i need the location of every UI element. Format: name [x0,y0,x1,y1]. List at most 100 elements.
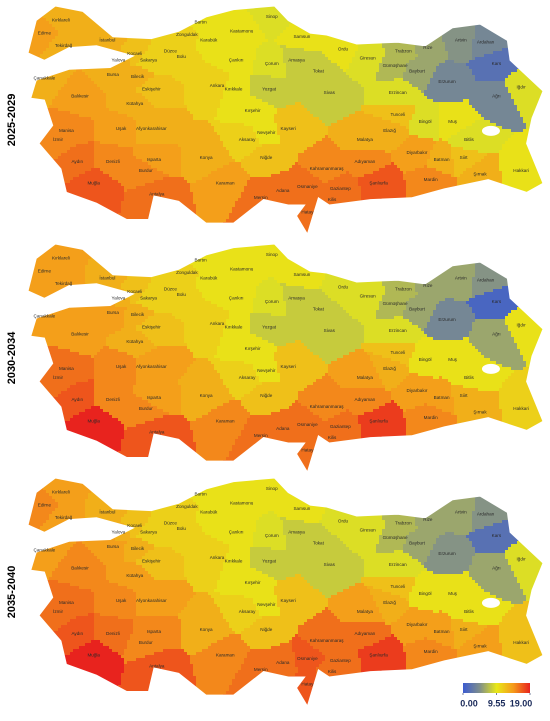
province-label: Muş [448,357,457,362]
province-label: Trabzon [395,520,412,525]
province [280,283,316,319]
province-label: Nevşehir [257,602,276,607]
province [427,138,454,177]
province-label: Trabzon [395,48,412,53]
province-label: Muş [448,119,457,124]
province-label: Samsun [293,272,310,277]
province-label: Şırnak [473,172,487,177]
province-label: Hakkari [513,406,529,411]
province-label: Bilecik [131,74,145,79]
province-label: İstanbul [99,509,115,515]
province [94,346,136,385]
province-label: Kırşehir [245,108,261,113]
colorbar-label: 0.00 [460,698,478,708]
province [82,298,127,337]
province-label: Tunceli [390,584,405,589]
province [367,114,409,153]
province-label: Giresun [360,528,377,533]
province [361,343,415,367]
province-label: Eskişehir [142,324,161,329]
province-label: Kırıkkale [225,86,243,91]
period-label: 2035-2040 [6,566,18,619]
map-panel: 2030-2034 Kırklareli Edirne Tekirdağ İstanbu… [6,243,544,474]
period-label: 2025-2029 [6,94,18,147]
province [166,45,208,84]
province-label: Adıyaman [355,631,376,636]
province [253,511,286,550]
province-label: Ankara [210,321,225,326]
province-label: Karaman [216,419,235,424]
province-label: Kırşehir [245,346,261,351]
province [376,292,406,319]
province-label: Çanakkale [34,314,56,319]
province-label: Diyarbakır [407,622,428,627]
province-label: Rize [423,283,433,288]
province-label: Aksaray [239,609,256,614]
province-label: Amasya [288,58,305,63]
province-label: Adana [276,426,290,431]
lake-van [481,125,500,136]
province-label: Sakarya [140,58,157,63]
province [211,45,256,75]
province [196,499,229,535]
province-label: Konya [200,627,213,632]
province-label: Bingöl [419,119,432,124]
province-label: Manisa [59,366,74,371]
province [469,81,526,132]
province-label: Kastamonu [230,267,254,272]
province [325,171,364,207]
province-label: Sinop [266,486,278,491]
province [292,400,325,439]
province-label: Şanlıurfa [369,181,388,186]
province-label: Edirne [38,502,52,507]
province [31,478,97,505]
province-label: Yozgat [262,558,277,563]
province [124,304,154,328]
province-label: Iğdır [516,85,526,90]
country-border [27,243,544,474]
province-label: Kırklareli [52,490,70,495]
province [367,352,409,391]
province [469,319,526,370]
province-label: Bartın [194,20,207,25]
province [178,120,235,183]
province [214,96,277,126]
province-label: Kırklareli [52,256,70,261]
province-label: Bayburt [409,540,426,545]
province [94,108,136,147]
province-label: Antalya [149,663,165,668]
province [295,523,346,562]
province [217,75,250,117]
province-label: Samsun [293,34,310,39]
province-label: Karabük [200,510,218,515]
province [211,592,262,634]
province-label: Siirt [460,155,469,160]
province-label: Ardahan [477,39,495,44]
province-label: İstanbul [99,37,115,43]
province [364,78,427,105]
province-label: Kastamonu [230,29,254,34]
province-label: Afyonkarahisar [136,126,167,131]
province-label: Sakarya [140,296,157,301]
map-panel: 2025-2029 Kırklareli Edirne Tekirdağ İstanbu… [6,5,544,236]
province-label: Malatya [357,137,374,142]
province-label: Ağrı [492,332,500,337]
province-label: Zonguldak [176,32,198,37]
province [271,439,340,472]
province-label: Gümüşhane [383,301,408,306]
province-label: Sinop [266,14,278,19]
province [325,409,364,445]
province-label: Uşak [116,598,127,603]
province-label: Tekirdağ [55,515,73,520]
province-label: Çankırı [229,530,244,535]
lake-van [481,597,500,608]
province [124,538,154,562]
province-label: Yalova [112,58,126,63]
province-label: Isparta [147,157,161,162]
province-label: Bilecik [131,546,145,551]
province [328,349,385,388]
province [136,580,196,616]
province [190,162,250,234]
province-label: Bitlis [464,375,474,380]
